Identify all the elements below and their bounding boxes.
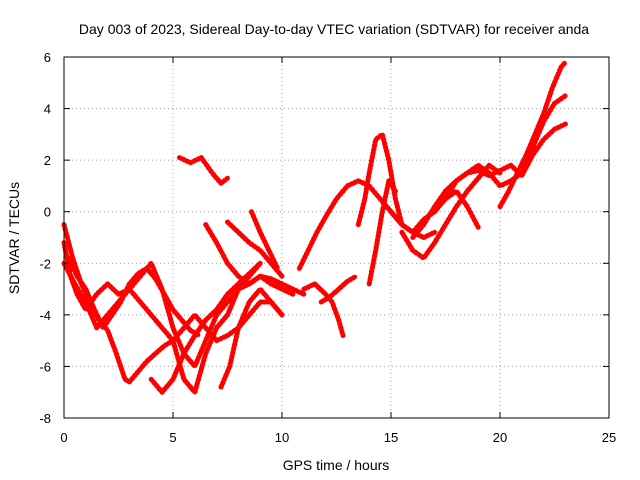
x-axis-label: GPS time / hours (283, 457, 390, 473)
series-track-15 (366, 178, 398, 287)
series-track-6 (218, 286, 285, 390)
y-tick-label: -6 (39, 359, 51, 374)
x-tick-labels: 0 5 10 15 20 25 (60, 430, 616, 445)
series-track-4 (65, 255, 202, 338)
y-axis-label: SDTVAR / TECUs (6, 182, 22, 294)
y-tick-label: 4 (44, 102, 51, 117)
plot-frame (63, 56, 610, 419)
x-tick-label: 10 (275, 430, 289, 445)
x-tick-label: 15 (384, 430, 398, 445)
series-markers (225, 219, 285, 279)
axis-ticks (63, 56, 610, 419)
x-tick-label: 25 (602, 430, 616, 445)
y-tick-label: -4 (39, 308, 51, 323)
series-markers (249, 209, 281, 271)
series-markers (203, 222, 296, 297)
series-track-18 (410, 121, 568, 240)
series-markers (61, 260, 263, 395)
series-markers (410, 121, 568, 240)
series-track-9 (225, 219, 285, 279)
y-tick-label: 2 (44, 153, 51, 168)
series-track-8 (203, 222, 296, 297)
y-tick-label: -2 (39, 256, 51, 271)
y-tick-labels: -8 -6 -4 -2 0 2 4 6 (39, 50, 51, 426)
series-markers (366, 178, 398, 287)
series-markers (388, 188, 481, 235)
series-markers (318, 273, 359, 305)
series-markers (497, 59, 568, 210)
x-tick-label: 5 (169, 430, 176, 445)
x-tick-label: 0 (60, 430, 67, 445)
series-track-3 (61, 260, 263, 395)
series-layer (61, 59, 568, 395)
series-track-12 (318, 273, 359, 305)
series-track-10 (249, 209, 281, 271)
y-tick-label: 0 (44, 205, 51, 220)
series-track-16 (388, 188, 481, 235)
series-markers (177, 155, 230, 186)
series-track-7 (177, 155, 230, 186)
chart-title: Day 003 of 2023, Sidereal Day-to-day VTE… (79, 21, 589, 37)
series-markers (443, 93, 568, 202)
series-track-19 (443, 93, 568, 202)
series-markers (65, 255, 202, 338)
series-markers (218, 286, 285, 390)
x-tick-label: 20 (493, 430, 507, 445)
series-track-20 (497, 59, 568, 210)
y-tick-label: -8 (39, 411, 51, 426)
y-tick-label: 6 (44, 50, 51, 65)
